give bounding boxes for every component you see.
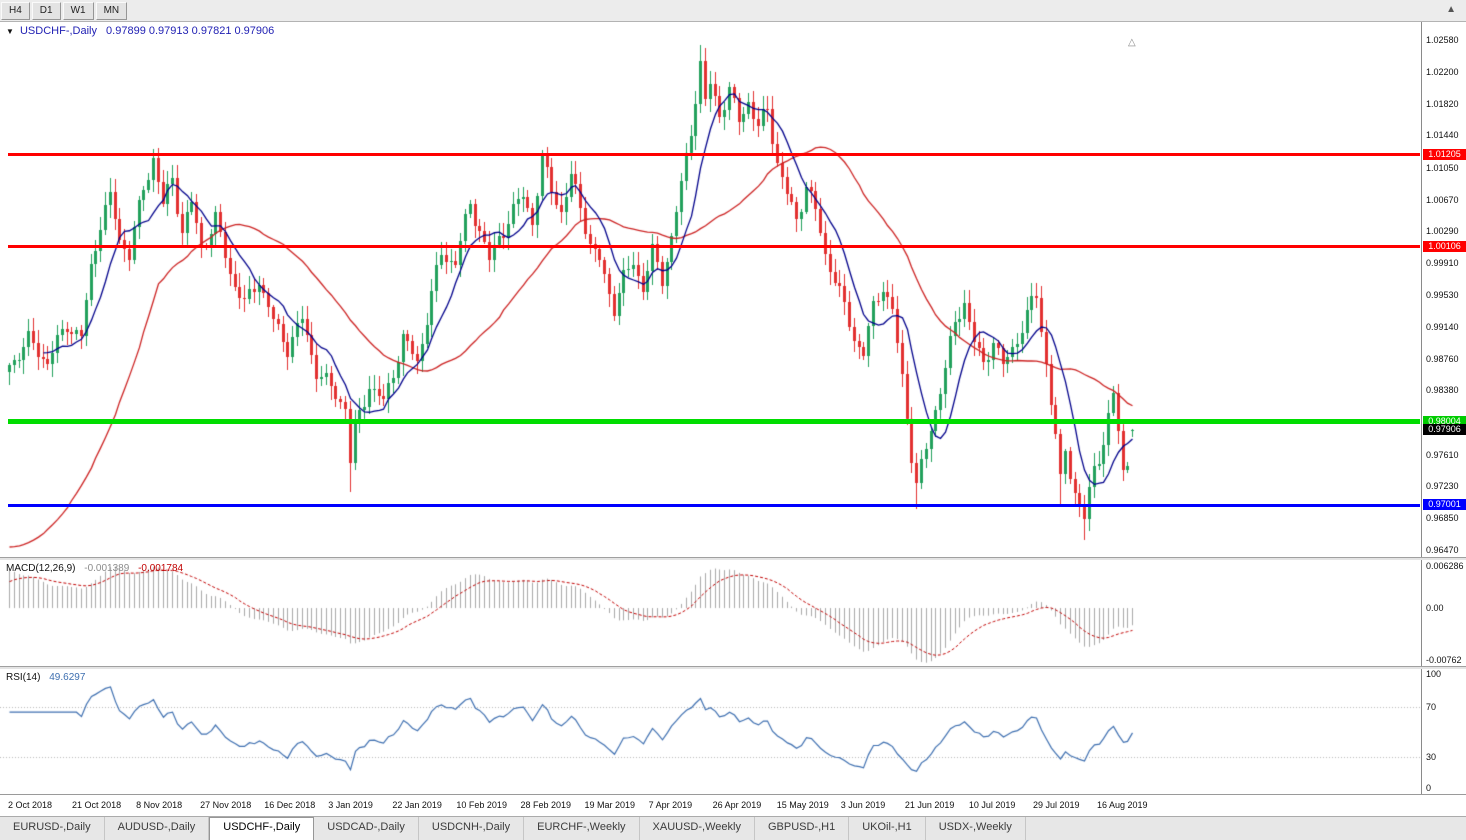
price-tag: 0.98004 xyxy=(1423,415,1466,427)
rsi-panel: RSI(14) 49.6297 100 70 30 0 xyxy=(0,669,1466,794)
rsi-value: 49.6297 xyxy=(49,672,86,683)
macd-axis-label: 0.006286 xyxy=(1426,561,1464,571)
price-tag: 0.97906 xyxy=(1423,423,1466,435)
chart-tab-eurusd-daily[interactable]: EURUSD-,Daily xyxy=(0,817,105,840)
price-axis-label: 1.02580 xyxy=(1426,35,1459,46)
chart-tab-ukoil-h1[interactable]: UKOil-,H1 xyxy=(849,817,926,840)
timeframe-button-d1[interactable]: D1 xyxy=(31,2,61,20)
rsi-axis-label: 0 xyxy=(1426,783,1432,793)
main-chart-panel: ▼ USDCHF-,Daily 0.97899 0.97913 0.97821 … xyxy=(0,22,1466,557)
chart-symbol-period: USDCHF-,Daily xyxy=(19,25,97,37)
chart-tab-audusd-daily[interactable]: AUDUSD-,Daily xyxy=(105,817,210,840)
macd-main-value: -0.001389 xyxy=(84,563,130,574)
price-axis-label: 1.00290 xyxy=(1426,226,1459,237)
chart-dropdown-icon[interactable]: ▼ xyxy=(6,27,14,36)
date-label: 29 Jul 2019 xyxy=(1032,800,1080,810)
chart-tab-usdx-weekly[interactable]: USDX-,Weekly xyxy=(926,817,1026,840)
date-label: 7 Apr 2019 xyxy=(648,800,693,810)
price-axis-label: 1.01050 xyxy=(1426,162,1459,173)
date-label: 27 Nov 2018 xyxy=(200,800,252,810)
macd-axis-label: 0.00 xyxy=(1426,603,1444,613)
price-axis-label: 0.99140 xyxy=(1426,322,1459,332)
macd-label: MACD(12,26,9) -0.001389 -0.001784 xyxy=(6,563,183,574)
price-axis-label: 0.98380 xyxy=(1426,385,1459,396)
chart-tab-eurchf-weekly[interactable]: EURCHF-,Weekly xyxy=(524,817,640,840)
price-chart-canvas[interactable] xyxy=(0,22,1421,557)
date-label: 21 Oct 2018 xyxy=(72,800,122,810)
date-label: 3 Jun 2019 xyxy=(840,800,886,810)
rsi-axis-label: 100 xyxy=(1426,669,1442,679)
chart-tab-usdcnh-daily[interactable]: USDCNH-,Daily xyxy=(419,817,525,840)
macd-canvas[interactable] xyxy=(0,560,1421,666)
chart-tab-usdchf-daily[interactable]: USDCHF-,Daily xyxy=(209,817,315,840)
horizontal-level-line[interactable] xyxy=(8,419,1420,425)
date-label: 28 Feb 2019 xyxy=(520,800,572,810)
toolbar-corner-icon[interactable]: ▲ xyxy=(1446,4,1456,15)
price-tag: 1.01205 xyxy=(1423,148,1466,160)
date-label: 8 Nov 2018 xyxy=(136,800,183,810)
chart-tab-xauusd-weekly[interactable]: XAUUSD-,Weekly xyxy=(640,817,755,840)
chart-tabs-bar: EURUSD-,Daily AUDUSD-,Daily USDCHF-,Daily U… xyxy=(0,816,1466,840)
timeframe-button-group: H4 D1 W1 MN xyxy=(0,0,128,20)
macd-axis-label: -0.00762 xyxy=(1426,655,1462,665)
rsi-axis-label: 70 xyxy=(1426,701,1437,712)
chart-title: ▼ USDCHF-,Daily 0.97899 0.97913 0.97821 … xyxy=(6,25,274,37)
price-axis-label: 0.99530 xyxy=(1426,289,1459,300)
date-label: 16 Aug 2019 xyxy=(1097,800,1148,810)
chart-tab-usdcad-daily[interactable]: USDCAD-,Daily xyxy=(314,817,419,840)
rsi-label: RSI(14) 49.6297 xyxy=(6,672,85,683)
top-toolbar: H4 D1 W1 MN ▲ xyxy=(0,0,1466,22)
date-label: 26 Apr 2019 xyxy=(712,800,762,810)
price-axis-label: 1.01440 xyxy=(1426,130,1459,141)
date-label: 19 Mar 2019 xyxy=(584,800,636,810)
horizontal-level-line[interactable] xyxy=(8,153,1420,157)
date-label: 2 Oct 2018 xyxy=(8,800,53,810)
rsi-axis-label: 30 xyxy=(1426,751,1437,762)
timeframe-button-h4[interactable]: H4 xyxy=(1,2,30,20)
macd-panel: MACD(12,26,9) -0.001389 -0.001784 0.0062… xyxy=(0,560,1466,666)
rsi-axis[interactable]: 100 70 30 0 xyxy=(1421,669,1466,794)
date-label: 21 Jun 2019 xyxy=(904,800,955,810)
price-tag: 1.00106 xyxy=(1423,240,1466,252)
rsi-name: RSI(14) xyxy=(6,672,41,683)
date-label: 3 Jan 2019 xyxy=(328,800,373,810)
price-axis-label: 1.01820 xyxy=(1426,98,1459,109)
price-axis-label: 0.97230 xyxy=(1426,481,1459,492)
price-axis-label: 0.98760 xyxy=(1426,353,1459,364)
price-axis-label: 0.96850 xyxy=(1426,512,1459,523)
price-axis-label: 0.99910 xyxy=(1426,257,1459,268)
date-label: 15 May 2019 xyxy=(776,800,829,810)
macd-name: MACD(12,26,9) xyxy=(6,563,76,574)
date-label: 22 Jan 2019 xyxy=(392,800,442,810)
price-axis[interactable]: 1.02580 1.02200 1.01820 1.01440 1.01050 1.006… xyxy=(1421,22,1466,557)
date-label: 10 Feb 2019 xyxy=(456,800,507,810)
rsi-canvas[interactable] xyxy=(0,669,1421,794)
timeframe-button-w1[interactable]: W1 xyxy=(62,2,94,20)
macd-axis[interactable]: 0.006286 0.00 -0.00762 xyxy=(1421,560,1466,666)
price-axis-label: 1.00670 xyxy=(1426,194,1459,205)
price-axis-label: 1.02200 xyxy=(1426,67,1459,77)
date-label: 16 Dec 2018 xyxy=(264,800,316,810)
timeframe-button-mn[interactable]: MN xyxy=(95,2,128,20)
date-label: 10 Jul 2019 xyxy=(968,800,1016,810)
macd-signal-value: -0.001784 xyxy=(138,563,184,574)
chart-ohlc-values: 0.97899 0.97913 0.97821 0.97906 xyxy=(106,25,275,37)
horizontal-level-line[interactable] xyxy=(8,245,1420,248)
price-axis-label: 0.96470 xyxy=(1426,544,1459,555)
price-tag: 0.97001 xyxy=(1423,499,1466,511)
price-axis-label: 0.97610 xyxy=(1426,449,1459,460)
horizontal-level-line[interactable] xyxy=(8,503,1420,507)
date-axis[interactable]: 2 Oct 2018 21 Oct 2018 8 Nov 2018 27 Nov 20… xyxy=(0,794,1466,816)
chart-shift-marker-icon[interactable]: △ xyxy=(1128,37,1136,48)
chart-tab-gbpusd-h1[interactable]: GBPUSD-,H1 xyxy=(755,817,850,840)
